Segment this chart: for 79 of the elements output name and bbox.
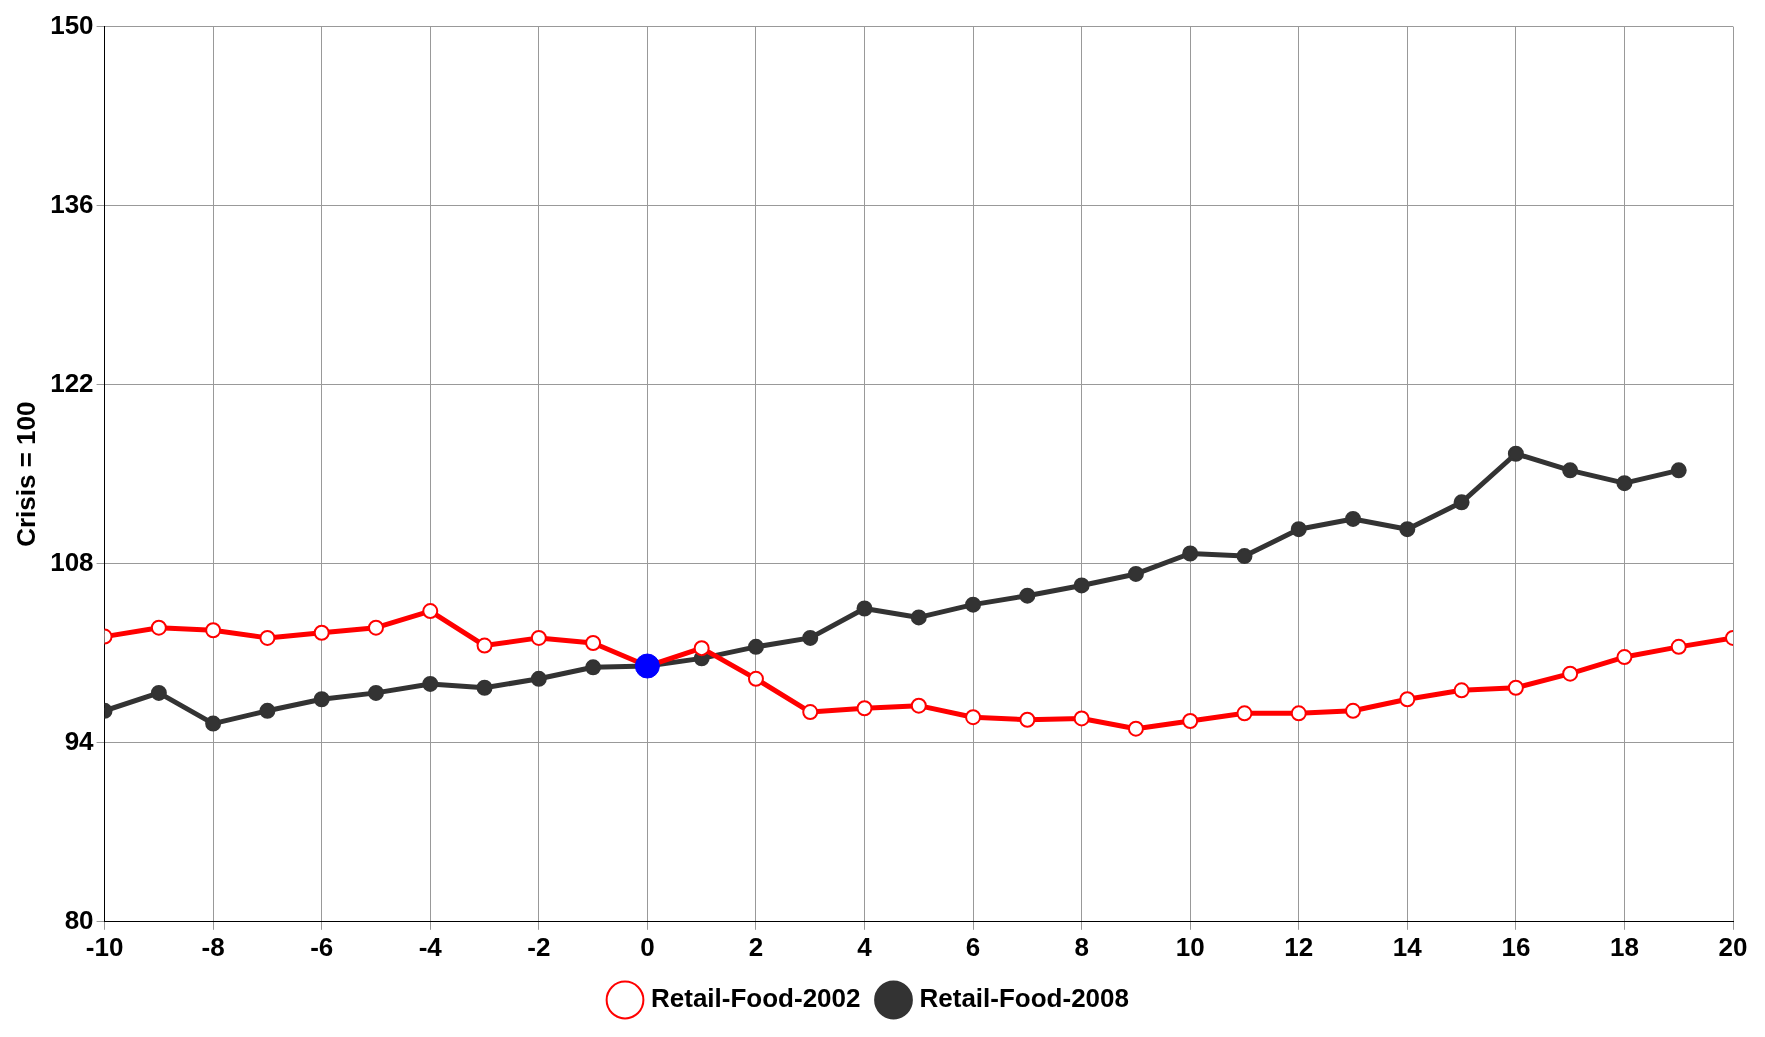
point bbox=[965, 709, 982, 726]
point bbox=[422, 675, 439, 692]
x-tick-label: 20 bbox=[1718, 931, 1748, 962]
x-tick-label: -8 bbox=[201, 931, 225, 962]
x-tick-label: 16 bbox=[1501, 931, 1531, 962]
point bbox=[634, 653, 660, 679]
x-tick-label: -2 bbox=[527, 931, 551, 962]
point bbox=[585, 659, 602, 676]
point bbox=[1562, 462, 1579, 479]
point bbox=[802, 704, 819, 721]
legend-label: Retail-Food-2002 bbox=[651, 983, 861, 1014]
y-axis-title: Crisis = 100 bbox=[10, 401, 41, 547]
point bbox=[313, 691, 330, 708]
point bbox=[1019, 711, 1036, 728]
x-tick-label: -6 bbox=[310, 931, 334, 962]
point bbox=[422, 603, 439, 620]
x-tick-label: 14 bbox=[1392, 931, 1423, 962]
point bbox=[693, 640, 710, 657]
point bbox=[856, 600, 873, 617]
x-tick-label: -4 bbox=[418, 931, 443, 962]
point bbox=[910, 697, 927, 714]
point bbox=[1127, 565, 1144, 582]
x-tick-label: 10 bbox=[1175, 931, 1205, 962]
point bbox=[259, 702, 276, 719]
point bbox=[802, 629, 819, 646]
legend-label: Retail-Food-2008 bbox=[919, 983, 1129, 1014]
point bbox=[476, 637, 493, 654]
y-tick-label: 122 bbox=[50, 367, 94, 398]
point bbox=[1290, 705, 1307, 722]
point bbox=[910, 609, 927, 626]
point bbox=[259, 629, 276, 646]
point bbox=[205, 622, 222, 639]
point bbox=[530, 629, 547, 646]
point bbox=[313, 624, 330, 641]
point bbox=[1399, 691, 1416, 708]
point bbox=[1616, 475, 1633, 492]
x-tick-label: 8 bbox=[1074, 931, 1089, 962]
point bbox=[747, 638, 764, 655]
point bbox=[476, 679, 493, 696]
x-tick-label: 12 bbox=[1284, 931, 1314, 962]
y-tick-label: 108 bbox=[50, 546, 94, 577]
point bbox=[856, 700, 873, 717]
point bbox=[1290, 521, 1307, 538]
point bbox=[1182, 713, 1199, 730]
point bbox=[1670, 462, 1687, 479]
point bbox=[1616, 649, 1633, 666]
x-tick-label: 18 bbox=[1609, 931, 1639, 962]
point bbox=[1453, 494, 1470, 511]
point bbox=[1236, 548, 1253, 565]
y-tick-label: 136 bbox=[50, 188, 94, 219]
point bbox=[205, 715, 222, 732]
x-tick-label: 2 bbox=[748, 931, 764, 962]
y-tick-label: 150 bbox=[50, 9, 94, 40]
point bbox=[1345, 510, 1362, 527]
point bbox=[1670, 638, 1687, 655]
point bbox=[585, 635, 602, 652]
point bbox=[367, 619, 384, 636]
point bbox=[530, 670, 547, 687]
point bbox=[747, 670, 764, 687]
x-tick-label: 6 bbox=[965, 931, 981, 962]
point bbox=[1507, 445, 1524, 462]
point bbox=[965, 596, 982, 613]
x-tick-label: 0 bbox=[640, 931, 655, 962]
point bbox=[1127, 720, 1144, 737]
point bbox=[1453, 682, 1470, 699]
point bbox=[1236, 705, 1253, 722]
point bbox=[1073, 710, 1090, 727]
point bbox=[1019, 587, 1036, 604]
point bbox=[1399, 521, 1416, 538]
point bbox=[1345, 702, 1362, 719]
y-tick-label: 94 bbox=[64, 725, 95, 756]
point bbox=[1507, 679, 1524, 696]
point bbox=[1182, 545, 1199, 562]
point bbox=[150, 684, 167, 701]
point bbox=[150, 619, 167, 636]
point bbox=[367, 684, 384, 701]
x-tick-label: 4 bbox=[857, 931, 873, 962]
point bbox=[1073, 577, 1090, 594]
point bbox=[1562, 665, 1579, 682]
